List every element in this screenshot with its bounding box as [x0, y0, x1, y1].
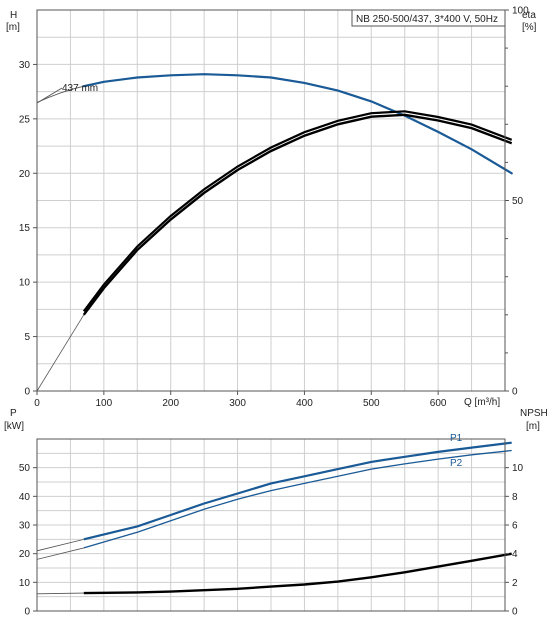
p-tick-label: 50 — [19, 463, 31, 474]
h-tick-label: 30 — [19, 60, 31, 71]
eta-axis-unit: [%] — [522, 22, 537, 33]
p1-curve-line — [83, 441, 512, 541]
h-tick-label: 10 — [19, 278, 31, 289]
h-curve-line — [82, 73, 513, 175]
h-tick-label: 25 — [19, 114, 31, 125]
p-tick-label: 40 — [19, 492, 31, 503]
p-tick-label: 0 — [24, 607, 30, 618]
top-series-layer — [36, 73, 513, 392]
npsh-tick-label: 0 — [512, 607, 518, 618]
impeller-diameter-label: 437 mm — [62, 83, 98, 94]
eta-tick-label: 50 — [512, 196, 524, 207]
h-tick-label: 5 — [24, 332, 30, 343]
npsh-tick-label: 8 — [512, 492, 518, 503]
eta-tick-label: 0 — [512, 387, 518, 398]
npsh-tick-label: 2 — [512, 578, 518, 589]
q-axis-label: Q [m³/h] — [464, 397, 500, 408]
p2-series-label: P2 — [450, 458, 463, 469]
x-tick-label: 300 — [229, 398, 246, 409]
eta-curve-extension — [36, 314, 85, 392]
bottom-tick-labels: 0 10 20 30 40 50 0 2 4 6 8 10 — [19, 463, 524, 617]
p-tick-label: 10 — [19, 578, 31, 589]
npsh-curve-extension — [36, 592, 84, 595]
x-tick-label: 200 — [162, 398, 179, 409]
eta-axis-label: eta — [522, 10, 536, 21]
p2-curve-line — [83, 449, 512, 549]
h-axis-label: H — [10, 10, 17, 21]
npsh-axis-label: NPSH — [520, 408, 548, 419]
p-axis-label: P — [10, 408, 17, 419]
p-tick-label: 30 — [19, 521, 31, 532]
x-tick-label: 0 — [34, 398, 40, 409]
eta-tick-label: 100 — [512, 6, 529, 17]
bottom-gridlines — [37, 439, 505, 611]
eta-curve-line — [82, 113, 513, 316]
bottom-series-layer — [36, 441, 512, 595]
npsh-tick-label: 6 — [512, 521, 518, 532]
top-gridlines — [37, 10, 505, 391]
eta-curve-upper-line — [82, 110, 513, 312]
p1-series-label: P1 — [450, 433, 463, 444]
h-tick-label: 15 — [19, 223, 31, 234]
h-axis-unit: [m] — [6, 22, 20, 33]
legend-box — [351, 9, 506, 27]
p-tick-label: 20 — [19, 549, 31, 560]
h-tick-label: 20 — [19, 169, 31, 180]
x-tick-label: 400 — [296, 398, 313, 409]
p1-curve-extension — [36, 538, 84, 552]
npsh-tick-label: 4 — [512, 549, 518, 560]
power-npsh-chart: 0 10 20 30 40 50 0 2 4 6 8 10 P [kW] NPSH [m] P1 P2 — [4, 408, 548, 618]
h-tick-label: 0 — [24, 387, 30, 398]
p-axis-unit: [kW] — [4, 421, 24, 432]
p2-curve-extension — [36, 547, 84, 560]
impeller-label-leader — [36, 87, 63, 104]
x-tick-label: 600 — [430, 398, 447, 409]
x-tick-label: 100 — [96, 398, 113, 409]
x-tick-label: 500 — [363, 398, 380, 409]
npsh-axis-unit: [m] — [526, 421, 540, 432]
legend-box-text: NB 250-500/437, 3*400 V, 50Hz — [356, 14, 498, 25]
npsh-tick-label: 10 — [512, 463, 524, 474]
npsh-curve-line — [83, 552, 512, 595]
